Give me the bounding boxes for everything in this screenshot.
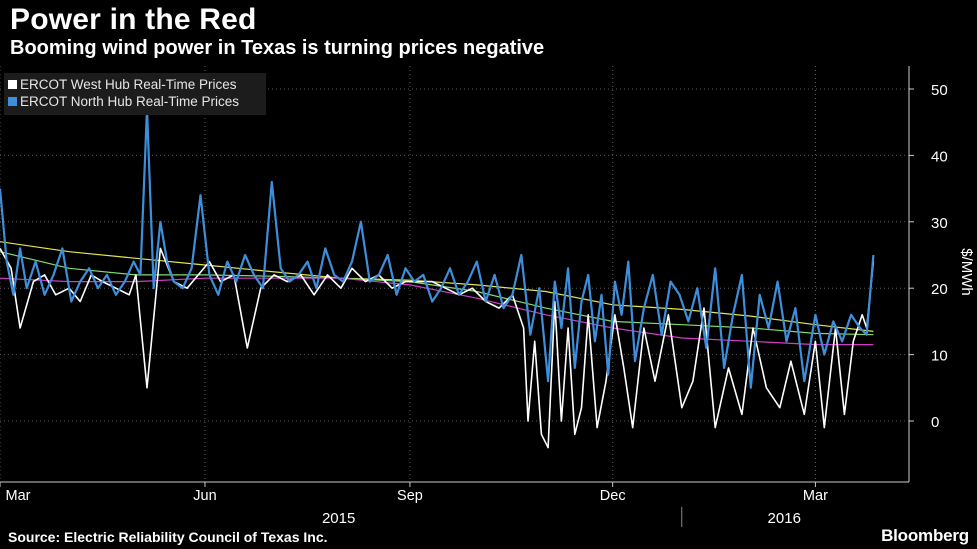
- legend-item-north: ERCOT North Hub Real-Time Prices: [8, 94, 239, 109]
- series-line-north-hub: [0, 107, 875, 389]
- legend-swatch-north: [8, 97, 17, 106]
- y-axis-label: $/MWh: [958, 248, 975, 296]
- y-tick-labels: 0 10 20 30 40 50: [931, 82, 948, 431]
- x-tick-label: Dec: [600, 488, 626, 504]
- y-tick-label: 10: [931, 348, 948, 365]
- chart-subtitle: Booming wind power in Texas is turning p…: [10, 37, 545, 59]
- y-tick-label: 20: [931, 281, 948, 298]
- x-tick-label: Mar: [6, 488, 31, 504]
- y-tick-label: 40: [931, 148, 948, 165]
- source-note: Source: Electric Reliability Council of …: [8, 529, 328, 545]
- y-tick-label: 50: [931, 82, 948, 99]
- series-lines: [0, 107, 875, 449]
- legend: ERCOT West Hub Real-Time Prices ERCOT No…: [4, 73, 266, 115]
- series-line-west-hub: [0, 247, 875, 449]
- chart-axes: [0, 66, 914, 527]
- legend-label-north: ERCOT North Hub Real-Time Prices: [20, 94, 240, 109]
- brand-logo: Bloomberg: [881, 526, 969, 545]
- x-tick-label: Mar: [803, 488, 828, 504]
- legend-label-west: ERCOT West Hub Real-Time Prices: [20, 77, 237, 92]
- legend-swatch-west: [8, 80, 17, 89]
- y-tick-label: 0: [931, 414, 939, 431]
- x-year-label: 2015: [322, 510, 355, 527]
- chart-grid: [0, 66, 909, 482]
- y-tick-label: 30: [931, 215, 948, 232]
- x-tick-labels: Mar Jun Sep Dec Mar 2015 2016: [6, 488, 829, 527]
- x-tick-label: Jun: [193, 488, 216, 504]
- chart-title: Power in the Red: [10, 3, 257, 36]
- x-year-label: 2016: [768, 510, 801, 527]
- x-tick-label: Sep: [397, 488, 423, 504]
- moving-average-line-magenta: [0, 277, 874, 346]
- legend-item-west: ERCOT West Hub Real-Time Prices: [8, 77, 237, 92]
